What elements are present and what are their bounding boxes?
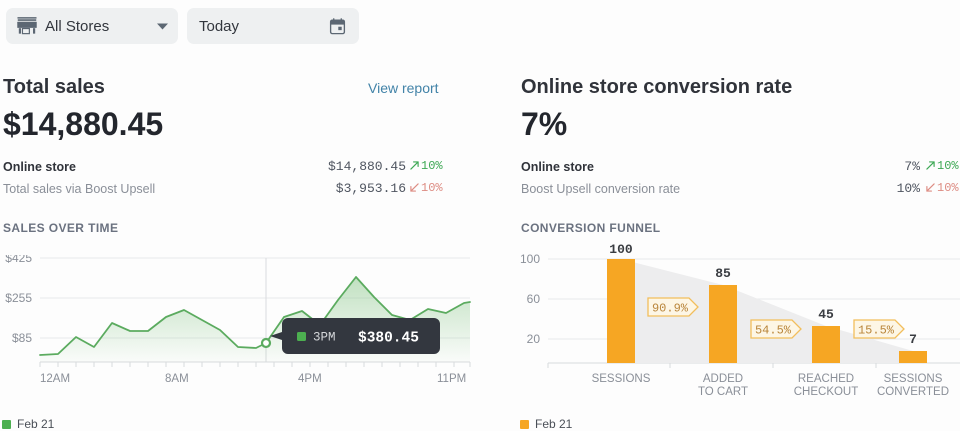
svg-text:REACHED: REACHED <box>798 373 854 385</box>
svg-text:$255: $255 <box>5 291 32 305</box>
svg-text:85: 85 <box>715 266 731 281</box>
svg-text:12AM: 12AM <box>40 373 70 385</box>
svg-text:45: 45 <box>818 307 834 322</box>
svg-text:60: 60 <box>527 292 541 306</box>
svg-text:90.9%: 90.9% <box>652 302 689 316</box>
svg-text:100: 100 <box>609 244 633 257</box>
svg-text:CHECKOUT: CHECKOUT <box>794 386 859 398</box>
svg-text:15.5%: 15.5% <box>858 324 895 338</box>
svg-text:7: 7 <box>909 332 917 347</box>
svg-text:CONVERTED: CONVERTED <box>877 386 949 398</box>
svg-text:$85: $85 <box>12 331 32 345</box>
svg-text:TO CART: TO CART <box>698 386 748 398</box>
svg-text:SESSIONS: SESSIONS <box>592 373 651 385</box>
svg-text:ADDED: ADDED <box>703 373 743 385</box>
svg-text:SESSIONS: SESSIONS <box>884 373 943 385</box>
svg-text:$380.45: $380.45 <box>358 331 419 347</box>
svg-text:54.5%: 54.5% <box>755 324 792 338</box>
svg-text:100: 100 <box>520 252 540 266</box>
svg-text:8AM: 8AM <box>165 373 189 385</box>
svg-text:11PM: 11PM <box>437 373 466 385</box>
svg-text:4PM: 4PM <box>298 373 322 385</box>
svg-text:20: 20 <box>527 332 541 346</box>
svg-text:3PM: 3PM <box>313 331 336 345</box>
svg-text:$425: $425 <box>5 255 32 265</box>
